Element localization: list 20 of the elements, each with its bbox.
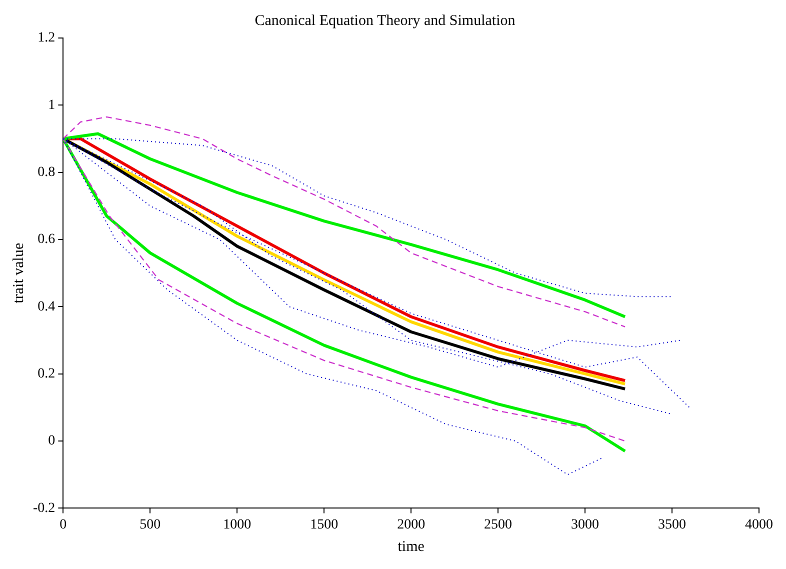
y-tick-label: 0.6 — [38, 232, 56, 248]
x-tick-label: 0 — [60, 517, 67, 532]
x-tick-label: 2000 — [397, 517, 426, 532]
x-tick-label: 1000 — [223, 517, 252, 532]
x-tick-label: 4000 — [745, 517, 773, 532]
x-axis-title: time — [398, 538, 425, 555]
x-tick-label: 1500 — [310, 517, 338, 532]
y-tick-label: 0 — [48, 434, 56, 449]
chart-title: Canonical Equation Theory and Simulation — [254, 12, 516, 29]
y-tick-label: -0.2 — [32, 500, 56, 516]
x-tick-label: 2500 — [484, 517, 512, 532]
y-tick-label: 0.2 — [38, 366, 56, 382]
x-tick-label: 3000 — [571, 517, 600, 532]
y-tick-label: 1.2 — [38, 30, 56, 46]
y-axis-title: trait value — [10, 242, 27, 304]
x-tick-label: 500 — [140, 517, 161, 532]
y-tick-label: 0.4 — [38, 299, 56, 314]
y-tick-label: 1 — [48, 98, 56, 113]
x-tick-label: 3500 — [658, 517, 686, 532]
y-tick-label: 0.8 — [38, 165, 56, 180]
